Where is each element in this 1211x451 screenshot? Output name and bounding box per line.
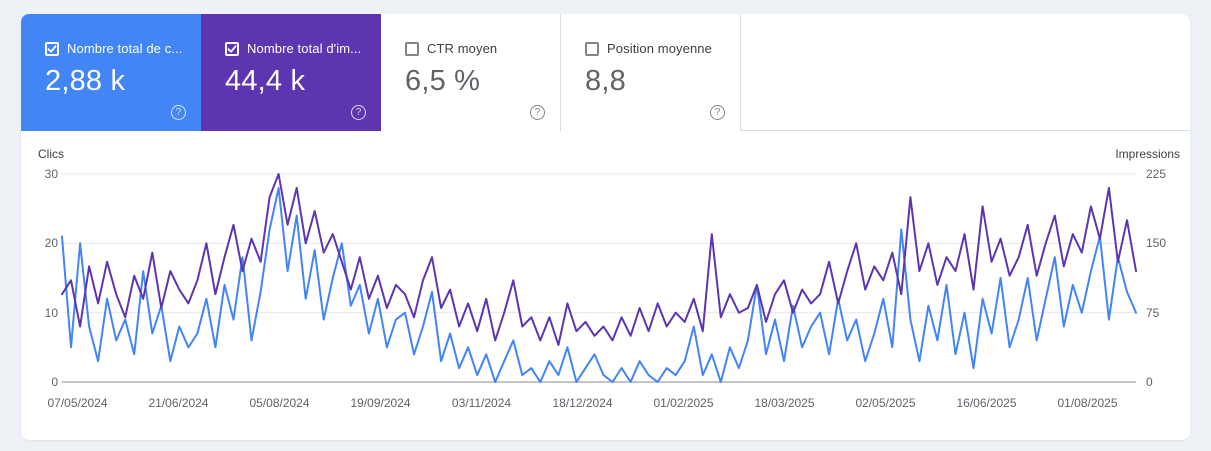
x-axis-tick: 21/06/2024 bbox=[148, 396, 209, 410]
x-axis-tick: 18/12/2024 bbox=[552, 396, 613, 410]
card-value-total-impressions: 44,4 k bbox=[225, 65, 306, 97]
card-label-average-position: Position moyenne bbox=[607, 41, 712, 56]
performance-panel: Nombre total de c... 2,88 k ? Nombre tot… bbox=[21, 14, 1190, 440]
right-axis-tick: 150 bbox=[1146, 236, 1167, 250]
card-header: Nombre total d'im... bbox=[225, 41, 381, 56]
x-axis-date-labels: 07/05/2024 21/06/2024 05/08/2024 19/09/2… bbox=[27, 396, 1138, 410]
right-axis-title: Impressions bbox=[1115, 147, 1180, 161]
left-axis-tick: 30 bbox=[44, 167, 58, 181]
checkbox-total-impressions[interactable] bbox=[225, 41, 239, 56]
check-icon bbox=[227, 44, 237, 53]
card-value-average-ctr: 6,5 % bbox=[405, 65, 481, 97]
x-axis-tick: 01/08/2025 bbox=[1057, 396, 1118, 410]
checkbox-average-position[interactable] bbox=[585, 41, 599, 56]
right-axis-tick: 225 bbox=[1146, 167, 1167, 181]
left-axis-tick: 10 bbox=[44, 306, 58, 320]
checkbox-total-clicks[interactable] bbox=[45, 41, 59, 56]
x-axis-tick: 16/06/2025 bbox=[956, 396, 1017, 410]
card-label-total-clicks: Nombre total de c... bbox=[67, 41, 183, 56]
left-axis-tick: 0 bbox=[51, 375, 58, 389]
help-icon[interactable]: ? bbox=[351, 105, 366, 120]
right-axis-tick: 0 bbox=[1146, 375, 1153, 389]
card-total-impressions[interactable]: Nombre total d'im... 44,4 k ? bbox=[201, 14, 381, 131]
card-label-total-impressions: Nombre total d'im... bbox=[247, 41, 362, 56]
right-axis-tick: 75 bbox=[1146, 306, 1160, 320]
card-average-position[interactable]: Position moyenne 8,8 ? bbox=[561, 14, 741, 131]
performance-chart: Clics Impressions 30 20 10 0 225 150 75 … bbox=[21, 131, 1190, 439]
x-axis-tick: 03/11/2024 bbox=[451, 396, 512, 410]
help-icon[interactable]: ? bbox=[710, 105, 725, 120]
card-value-average-position: 8,8 bbox=[585, 65, 626, 97]
check-icon bbox=[47, 44, 57, 53]
card-header: Position moyenne bbox=[585, 41, 740, 56]
help-icon[interactable]: ? bbox=[171, 105, 186, 120]
metric-cards-row: Nombre total de c... 2,88 k ? Nombre tot… bbox=[21, 14, 1190, 131]
x-axis-tick: 07/05/2024 bbox=[47, 396, 108, 410]
chart-canvas bbox=[61, 173, 1137, 383]
card-value-total-clicks: 2,88 k bbox=[45, 65, 126, 97]
x-axis-tick: 02/05/2025 bbox=[855, 396, 916, 410]
card-total-clicks[interactable]: Nombre total de c... 2,88 k ? bbox=[21, 14, 201, 131]
card-header: CTR moyen bbox=[405, 41, 560, 56]
help-icon[interactable]: ? bbox=[530, 105, 545, 120]
x-axis-tick: 19/09/2024 bbox=[350, 396, 411, 410]
x-axis-tick: 05/08/2024 bbox=[249, 396, 310, 410]
card-average-ctr[interactable]: CTR moyen 6,5 % ? bbox=[381, 14, 561, 131]
left-axis-title: Clics bbox=[38, 147, 64, 161]
card-label-average-ctr: CTR moyen bbox=[427, 41, 498, 56]
left-axis-tick: 20 bbox=[44, 236, 58, 250]
x-axis-tick: 01/02/2025 bbox=[653, 396, 714, 410]
checkbox-average-ctr[interactable] bbox=[405, 41, 419, 56]
card-header: Nombre total de c... bbox=[45, 41, 201, 56]
x-axis-tick: 18/03/2025 bbox=[754, 396, 815, 410]
